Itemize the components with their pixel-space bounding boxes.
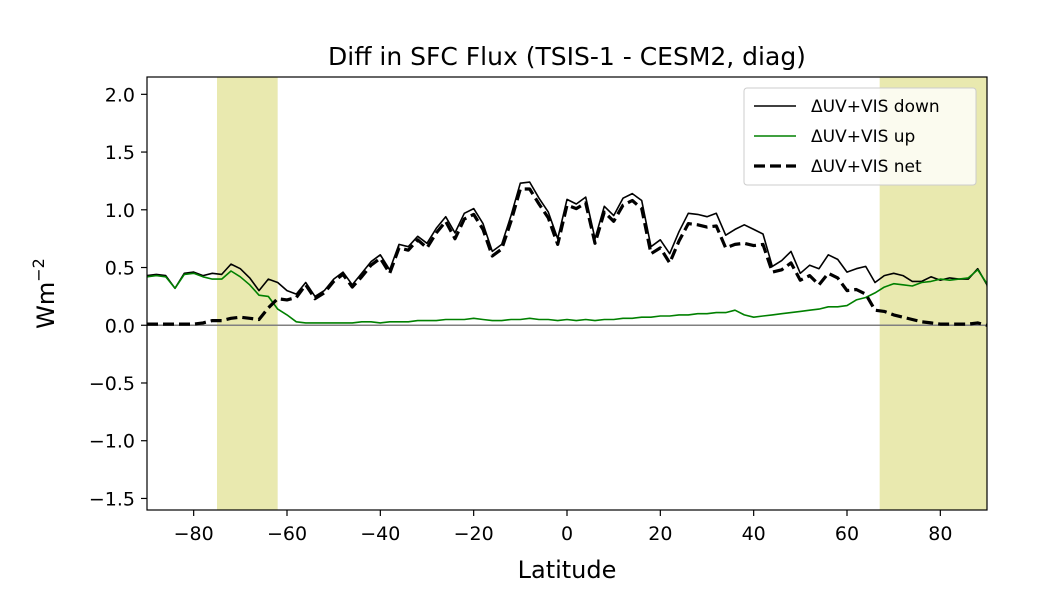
legend-label-down: ΔUV+VIS down <box>811 97 940 117</box>
y-tick-label: 1.5 <box>105 142 135 164</box>
y-tick-label: 1.0 <box>105 200 135 222</box>
x-tick-label: −20 <box>454 523 494 545</box>
legend-label-net: ΔUV+VIS net <box>811 157 922 177</box>
y-tick-label: −1.5 <box>89 488 135 510</box>
y-tick-label: 0.5 <box>105 258 135 280</box>
y-tick-label: 0.0 <box>105 315 135 337</box>
x-tick-label: 60 <box>835 523 859 545</box>
legend: ΔUV+VIS down ΔUV+VIS up ΔUV+VIS net <box>743 87 977 186</box>
y-tick-label: −0.5 <box>89 373 135 395</box>
y-axis-label-exponent: −2 <box>29 258 48 282</box>
x-tick-label: −80 <box>174 523 214 545</box>
y-tick-label: −1.0 <box>89 431 135 453</box>
x-axis-label: Latitude <box>518 556 617 584</box>
x-tick-label: −60 <box>267 523 307 545</box>
x-tick-label: 80 <box>928 523 952 545</box>
series-layer <box>147 181 987 328</box>
y-axis-label-unit: Wm <box>32 282 60 329</box>
series-line-up <box>147 269 987 324</box>
series-line-down <box>147 181 987 298</box>
x-tick-label: 40 <box>742 523 766 545</box>
x-tick-label: 0 <box>561 523 573 545</box>
y-axis-label: Wm−2 <box>29 258 60 329</box>
y-tick-label: 2.0 <box>105 84 135 106</box>
x-tick-label: −40 <box>360 523 400 545</box>
series-line-net <box>147 187 987 328</box>
chart-title: Diff in SFC Flux (TSIS-1 - CESM2, diag) <box>328 42 806 71</box>
legend-box <box>743 87 977 186</box>
x-tick-label: 20 <box>648 523 672 545</box>
legend-label-up: ΔUV+VIS up <box>811 127 915 147</box>
x-axis-ticks: −80 −60 −40 −20 0 20 40 60 80 <box>174 510 952 545</box>
shaded-band-0 <box>217 77 278 510</box>
y-axis-ticks: −1.5 −1.0 −0.5 0.0 0.5 1.0 1.5 2.0 <box>89 84 147 510</box>
